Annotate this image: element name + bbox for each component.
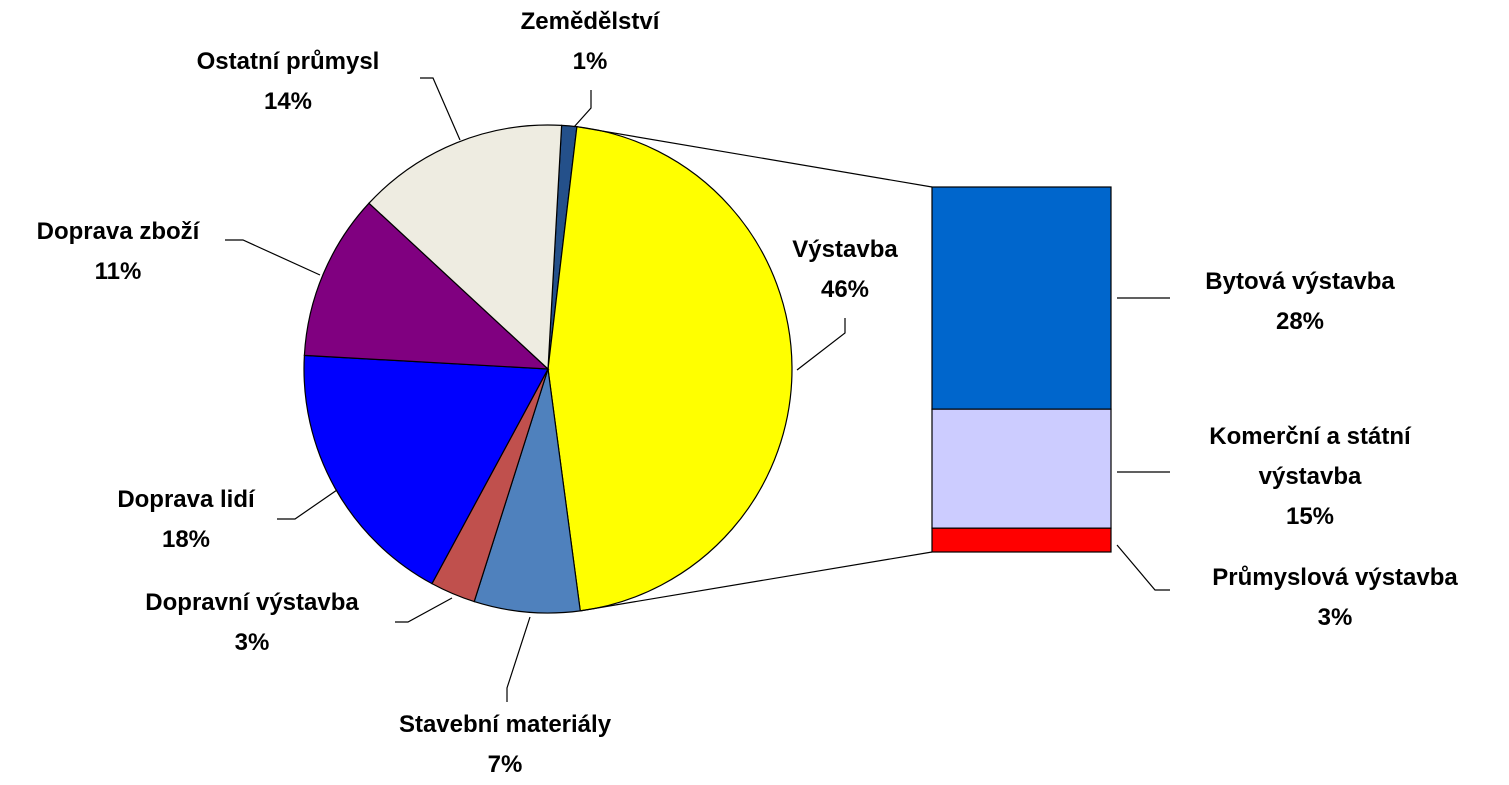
leader-line (277, 489, 338, 520)
label-value: 14% (263, 88, 313, 115)
data-label: Doprava lidí 18% (117, 480, 254, 560)
pie-slice (303, 354, 549, 585)
bar-segment (931, 408, 1112, 529)
label-name: Ostatní průmysl (196, 48, 380, 75)
connector (576, 126, 933, 188)
leader-line (573, 90, 592, 128)
data-label: Stavební materiály 7% (399, 705, 611, 785)
label-value: 7% (487, 751, 523, 778)
label-value: 3% (234, 629, 270, 656)
data-label: Doprava zboží 11% (37, 212, 200, 292)
leader-line (1116, 544, 1170, 591)
pie-slice (303, 202, 550, 370)
label-name: Doprava zboží (36, 218, 200, 245)
connector (580, 551, 933, 612)
label-value: 28% (1275, 308, 1325, 335)
bar-segment (931, 186, 1112, 410)
data-label: Ostatní průmysl 14% (197, 42, 380, 122)
label-value: 15% (1285, 503, 1335, 530)
data-label: Výstavba 46% (792, 230, 897, 310)
label-name: Průmyslová výstavba (1212, 564, 1458, 591)
data-label: Dopravní výstavba 3% (145, 583, 358, 663)
label-value: 3% (1317, 604, 1353, 631)
bar-segment (931, 527, 1112, 553)
leader-line (796, 318, 846, 371)
label-value: 11% (94, 258, 142, 285)
leader-line (395, 597, 453, 623)
data-label: Bytová výstavba 28% (1205, 262, 1394, 342)
label-name: Doprava lidí (117, 486, 255, 513)
pie-slice (547, 126, 793, 612)
leader-line (420, 77, 461, 141)
pie-slice (368, 124, 563, 371)
label-value: 1% (572, 48, 608, 75)
label-value: 46% (820, 276, 870, 303)
data-label: Průmyslová výstavba 3% (1212, 558, 1457, 638)
label-name: Zemědělství (520, 8, 660, 35)
pie-slice (473, 368, 581, 614)
label-name: Stavební materiály (398, 711, 612, 738)
label-name: Bytová výstavba (1205, 268, 1395, 295)
data-label: Zemědělství 1% (521, 2, 660, 82)
label-value: 18% (161, 526, 211, 553)
label-name: Komerční a státní výstavba (1209, 423, 1411, 490)
label-name: Dopravní výstavba (145, 589, 359, 616)
leader-line (225, 239, 321, 276)
data-label: Komerční a státní výstavba 15% (1180, 417, 1440, 537)
label-name: Výstavba (792, 236, 898, 263)
leader-line (506, 616, 531, 702)
